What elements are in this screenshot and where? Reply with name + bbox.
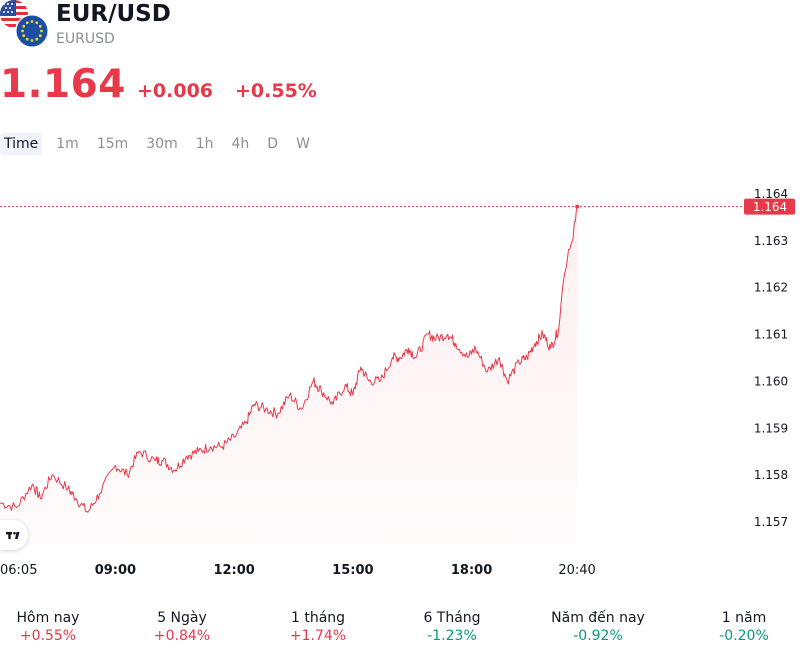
perf-today[interactable]: Hôm nay +0.55%	[0, 610, 108, 644]
tradingview-logo-icon	[6, 531, 20, 539]
x-tick-label: 18:00	[451, 563, 492, 578]
last-price: 1.164	[0, 62, 126, 107]
tab-4h[interactable]: 4h	[231, 136, 250, 152]
currency-pair-flags	[0, 0, 49, 48]
perf-label: 6 Tháng	[423, 610, 481, 626]
x-tick-label: 09:00	[95, 563, 136, 578]
perf-label: Năm đến nay	[551, 610, 645, 626]
last-price-tag	[744, 198, 795, 215]
perf-label: 1 năm	[721, 610, 767, 626]
perf-1-year[interactable]: 1 năm -0.20%	[684, 610, 800, 644]
perf-1-month[interactable]: 1 tháng +1.74%	[258, 610, 378, 644]
perf-6-month[interactable]: 6 Tháng -1.23%	[392, 610, 512, 644]
x-tick-label: 06:05	[0, 563, 37, 578]
x-tick-label: 20:40	[558, 563, 595, 578]
tab-1m[interactable]: 1m	[56, 136, 79, 152]
performance-bar: Hôm nay +0.55% 5 Ngày +0.84% 1 tháng +1.…	[0, 610, 800, 650]
perf-value: -0.92%	[573, 628, 623, 644]
perf-value: +1.74%	[289, 628, 347, 644]
last-price-tag-label: 1.164	[753, 200, 787, 214]
perf-ytd[interactable]: Năm đến nay -0.92%	[538, 610, 658, 644]
y-tick-label: 1.164	[754, 187, 788, 201]
perf-5-day[interactable]: 5 Ngày +0.84%	[122, 610, 242, 644]
x-tick-label: 12:00	[213, 563, 254, 578]
price-area-fill	[0, 206, 578, 545]
perf-value: +0.55%	[19, 628, 77, 644]
tab-1h[interactable]: 1h	[195, 136, 214, 152]
perf-value: -1.23%	[427, 628, 477, 644]
last-price-marker	[575, 204, 580, 209]
price-chart[interactable]: 1.164 1.164 1.163 1.162 1.161 1.160 1.159 1.158…	[0, 170, 800, 590]
price-row: 1.164 +0.006 +0.55%	[0, 62, 800, 112]
perf-value: +0.84%	[153, 628, 211, 644]
symbol-header: EUR/USD EURUSD	[0, 0, 800, 60]
y-tick-label: 1.162	[754, 281, 788, 295]
perf-label: 5 Ngày	[157, 610, 207, 626]
y-tick-label: 1.158	[754, 468, 788, 482]
perf-label: Hôm nay	[16, 610, 80, 626]
perf-value: -0.20%	[719, 628, 769, 644]
eu-flag-icon	[15, 14, 49, 48]
timeframe-tabs: Time 1m 15m 30m 1h 4h D W	[0, 132, 324, 156]
tradingview-logo[interactable]	[0, 520, 28, 550]
y-tick-label: 1.161	[754, 328, 788, 342]
y-tick-label: 1.157	[754, 515, 788, 529]
tab-15m[interactable]: 15m	[96, 136, 129, 152]
y-tick-label: 1.163	[754, 234, 788, 248]
y-tick-label: 1.160	[754, 374, 788, 388]
x-tick-label: 15:00	[332, 563, 373, 578]
y-tick-label: 1.159	[754, 421, 788, 435]
price-change-percent: +0.55%	[235, 80, 317, 102]
symbol-ticker: EURUSD	[56, 31, 115, 47]
price-series-line	[0, 206, 578, 513]
tab-30m[interactable]: 30m	[146, 136, 178, 152]
tab-d[interactable]: D	[267, 136, 279, 152]
symbol-title: EUR/USD	[56, 1, 171, 27]
tab-w[interactable]: W	[296, 136, 310, 152]
perf-label: 1 tháng	[290, 610, 346, 626]
tab-time[interactable]: Time	[0, 133, 43, 155]
price-change: +0.006	[137, 80, 214, 102]
